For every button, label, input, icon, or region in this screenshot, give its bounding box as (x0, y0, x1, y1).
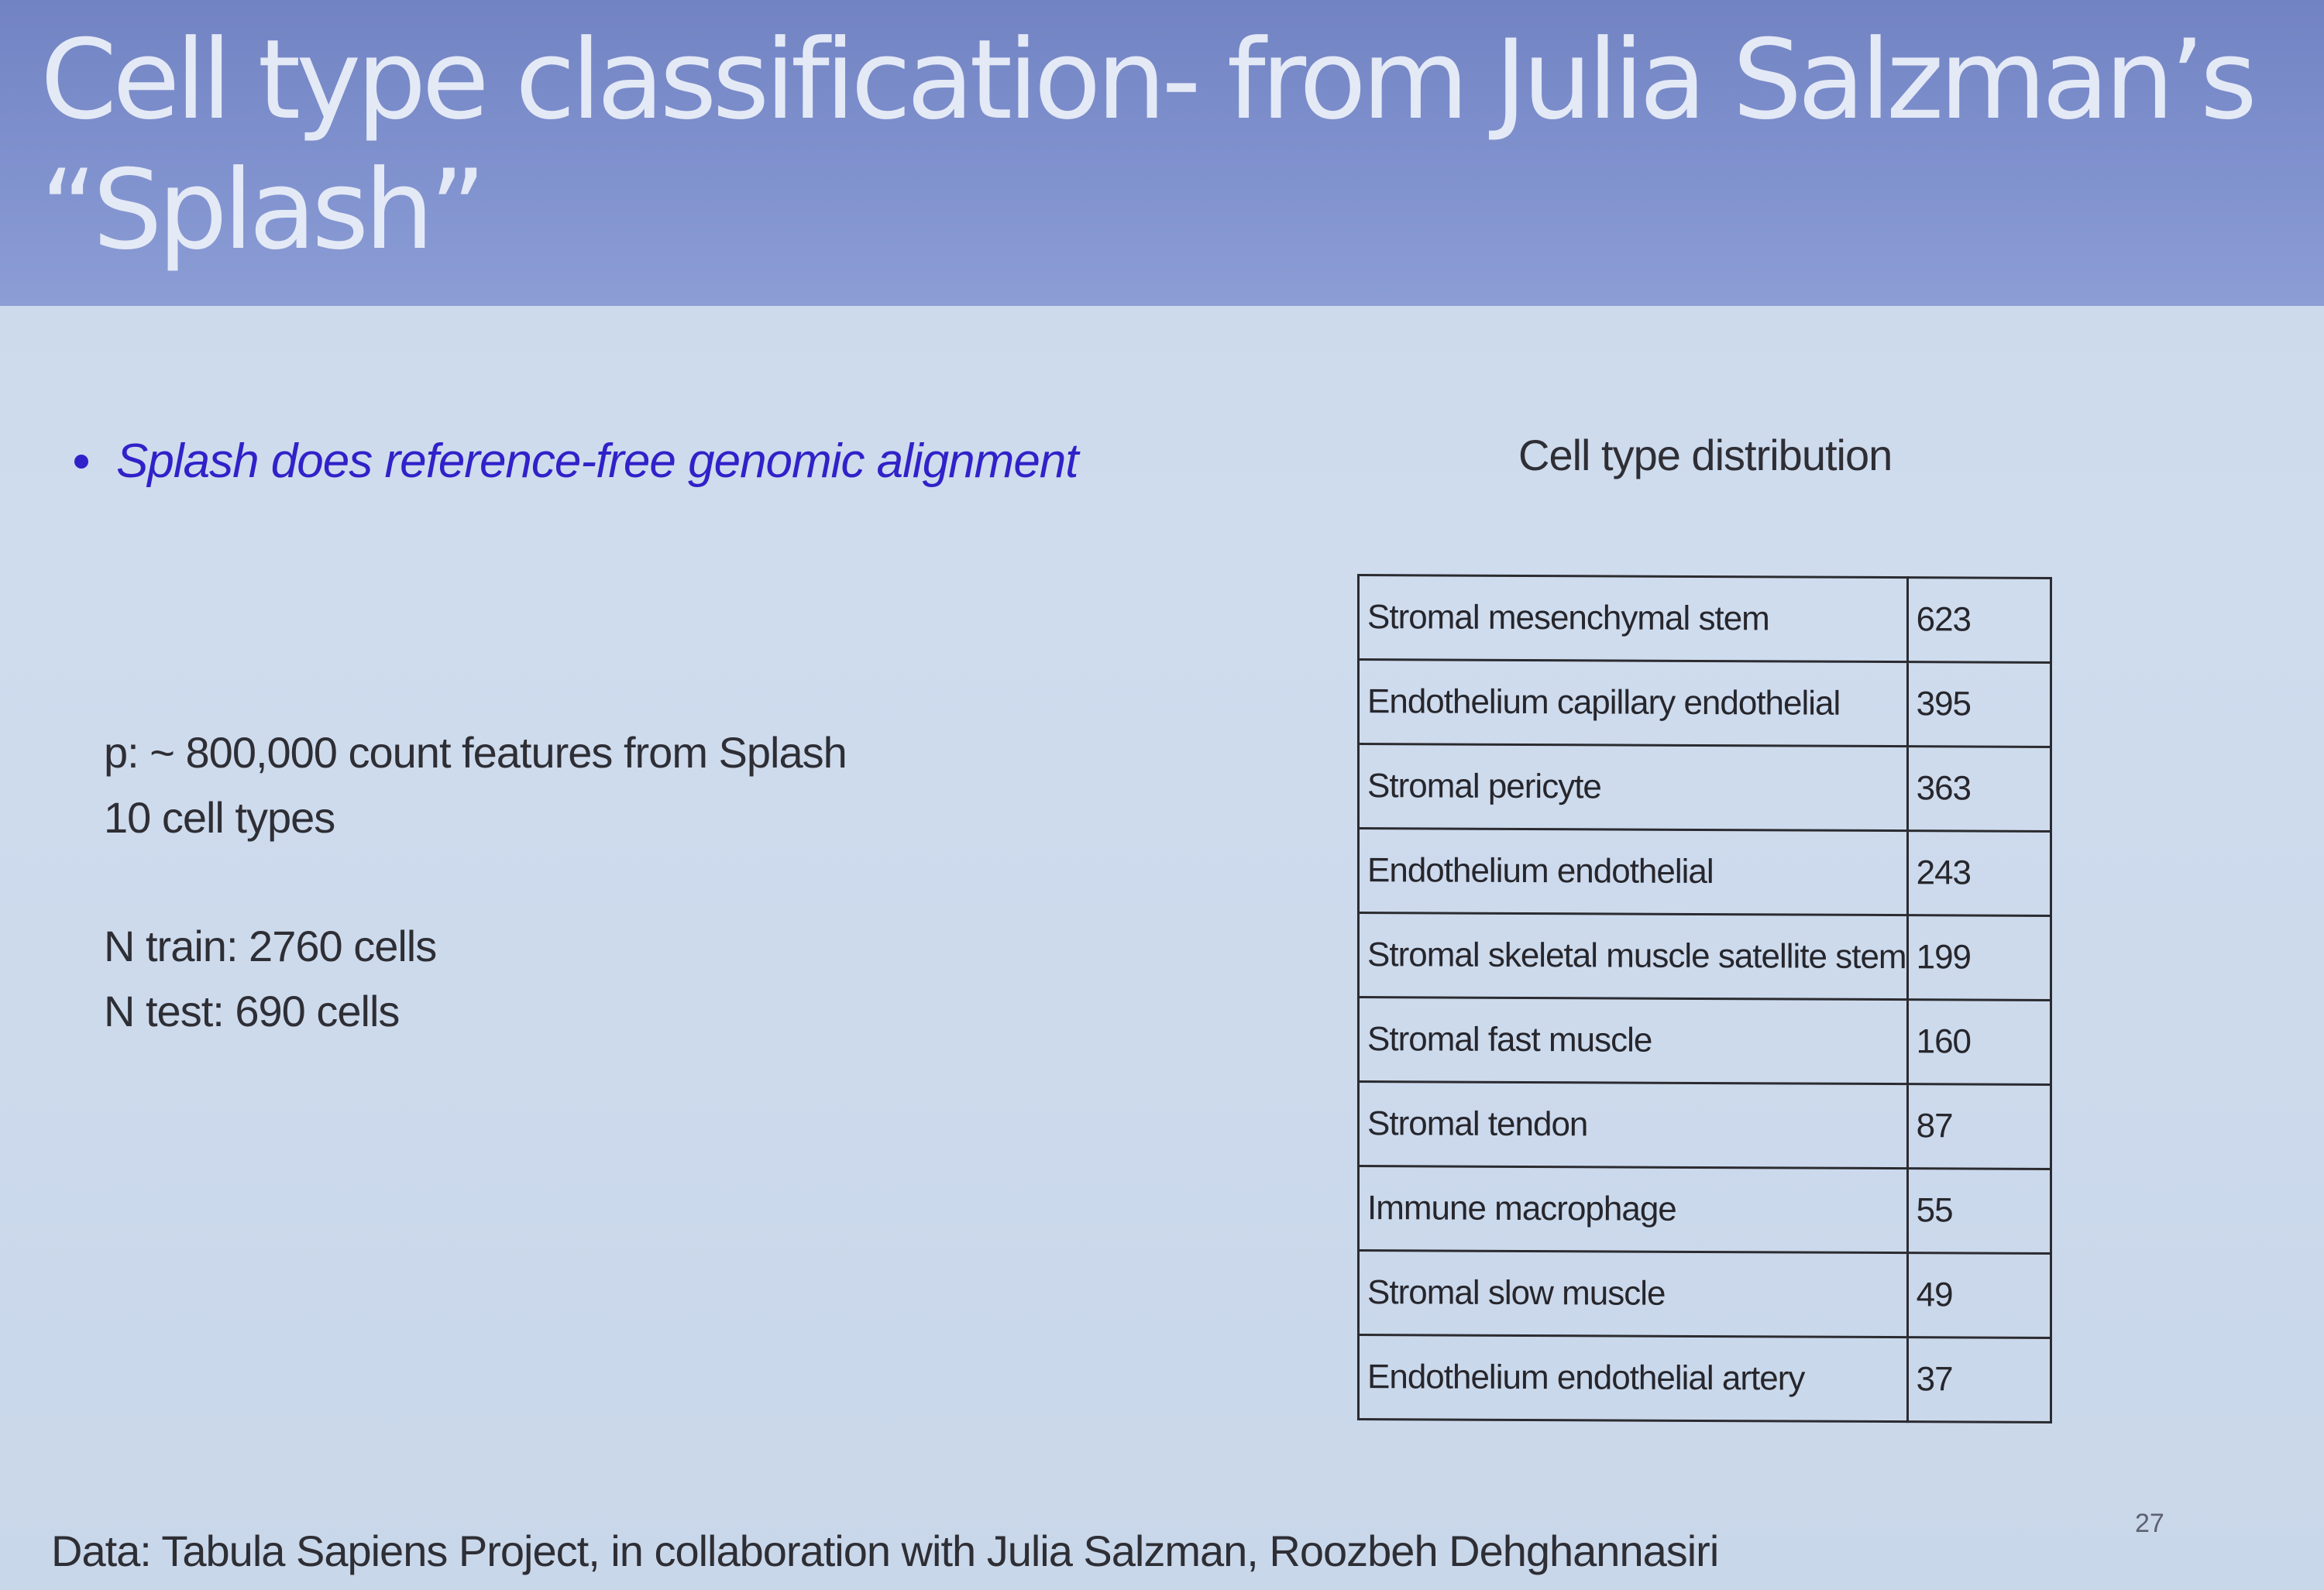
feature-info-line: 10 cell types (104, 793, 335, 842)
table-row: Stromal fast muscle 160 (1358, 997, 2051, 1085)
cell-type-table-body: Stromal mesenchymal stem 623 Endothelium c… (1358, 575, 2051, 1423)
table-row: Endothelium endothelial 243 (1358, 828, 2051, 916)
table-title: Cell type distribution (1518, 431, 1893, 479)
table-row: Endothelium endothelial artery 37 (1358, 1334, 2051, 1423)
table-row: Stromal slow muscle 49 (1358, 1250, 2051, 1338)
cell-type-count: 55 (1907, 1168, 2051, 1254)
cell-type-count: 623 (1907, 577, 2051, 663)
table-row: Endothelium capillary endothelial 395 (1358, 659, 2051, 747)
cell-type-name: Stromal mesenchymal stem (1358, 575, 1908, 662)
cell-type-count: 199 (1907, 915, 2051, 1001)
cell-type-name: Stromal slow muscle (1358, 1250, 1908, 1338)
bullet-dot-icon (74, 454, 88, 469)
feature-info: p: ~ 800,000 count features from Splash … (104, 720, 847, 850)
bullet-point: Splash does reference-free genomic align… (74, 434, 1079, 489)
cell-type-count: 87 (1907, 1083, 2051, 1169)
feature-info-line: p: ~ 800,000 count features from Splash (104, 728, 847, 777)
split-info-line: N train: 2760 cells (104, 922, 437, 970)
table-row: Stromal skeletal muscle satellite stem 19… (1358, 912, 2051, 1001)
cell-type-count: 37 (1907, 1337, 2051, 1423)
cell-type-table: Stromal mesenchymal stem 623 Endothelium c… (1357, 574, 2052, 1423)
cell-type-name: Endothelium endothelial (1358, 828, 1908, 915)
cell-type-name: Stromal tendon (1358, 1081, 1908, 1169)
slide-title-line-1: Cell type classification- from Julia Sal… (40, 16, 2257, 144)
slide-header: Cell type classification- from Julia Sal… (0, 0, 2324, 306)
slide-title-line-2: “Splash” (40, 146, 486, 274)
table-row: Stromal tendon 87 (1358, 1081, 2051, 1169)
cell-type-count: 363 (1907, 746, 2051, 832)
bullet-text: Splash does reference-free genomic align… (116, 434, 1079, 488)
cell-type-name: Endothelium endothelial artery (1358, 1334, 1908, 1422)
split-info-line: N test: 690 cells (104, 987, 400, 1035)
footer-note: Data: Tabula Sapiens Project, in collabo… (51, 1526, 1719, 1575)
table-row: Stromal pericyte 363 (1358, 743, 2051, 832)
cell-type-count: 395 (1907, 661, 2051, 747)
cell-type-name: Stromal skeletal muscle satellite stem (1358, 912, 1908, 1000)
cell-type-count: 243 (1907, 830, 2051, 916)
cell-type-name: Immune macrophage (1358, 1166, 1908, 1253)
cell-type-count: 160 (1907, 999, 2051, 1085)
cell-type-count: 49 (1907, 1252, 2051, 1338)
split-info: N train: 2760 cells N test: 690 cells (104, 914, 437, 1044)
table-row: Stromal mesenchymal stem 623 (1358, 575, 2051, 663)
cell-type-name: Endothelium capillary endothelial (1358, 659, 1908, 747)
slide-title: Cell type classification- from Julia Sal… (40, 15, 2271, 276)
page-number: 27 (2135, 1509, 2164, 1538)
table-row: Immune macrophage 55 (1358, 1166, 2051, 1254)
cell-type-name: Stromal pericyte (1358, 743, 1908, 831)
cell-type-name: Stromal fast muscle (1358, 997, 1908, 1084)
